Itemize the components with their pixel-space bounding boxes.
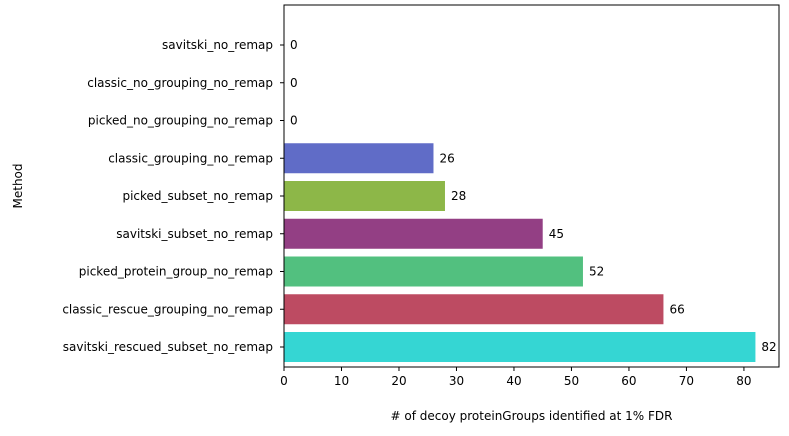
y-tick-label-savitski_rescued_subset_no_remap: savitski_rescued_subset_no_remap [63, 340, 273, 354]
x-axis: 0 10 20 30 40 50 60 70 80 [280, 367, 752, 388]
y-tick-label-picked_protein_group_no_remap: picked_protein_group_no_remap [79, 265, 273, 279]
value-labels: 82 66 52 45 28 26 0 0 0 [290, 38, 777, 354]
x-tick-label: 60 [621, 374, 636, 388]
y-tick-label-classic_no_grouping_no_remap: classic_no_grouping_no_remap [87, 76, 273, 90]
bars-layer [284, 143, 756, 362]
plot-frame [283, 4, 780, 368]
value-label-classic_rescue_grouping_no_remap: 66 [669, 302, 684, 316]
x-tick-label: 50 [564, 374, 579, 388]
x-tick-label: 30 [449, 374, 464, 388]
value-label-picked_subset_no_remap: 28 [451, 189, 466, 203]
x-axis-label: # of decoy proteinGroups identified at 1… [391, 409, 673, 423]
x-tick-label: 10 [334, 374, 349, 388]
value-label-picked_protein_group_no_remap: 52 [589, 265, 604, 279]
bar-classic_rescue_grouping_no_remap [284, 294, 664, 325]
value-label-savitski_rescued_subset_no_remap: 82 [761, 340, 776, 354]
bar-picked_protein_group_no_remap [284, 256, 583, 287]
bar-classic_grouping_no_remap [284, 143, 434, 174]
y-tick-label-savitski_subset_no_remap: savitski_subset_no_remap [116, 227, 273, 241]
y-tick-label-classic_grouping_no_remap: classic_grouping_no_remap [108, 151, 273, 165]
x-tick-label: 80 [736, 374, 751, 388]
value-label-savitski_no_remap: 0 [290, 38, 298, 52]
x-tick-label: 40 [506, 374, 521, 388]
y-axis-label: Method [11, 163, 25, 208]
y-tick-label-classic_rescue_grouping_no_remap: classic_rescue_grouping_no_remap [62, 302, 273, 316]
value-label-picked_no_grouping_no_remap: 0 [290, 114, 298, 128]
value-label-classic_no_grouping_no_remap: 0 [290, 76, 298, 90]
x-tick-label: 0 [280, 374, 288, 388]
x-tick-label: 70 [679, 374, 694, 388]
y-tick-label-picked_no_grouping_no_remap: picked_no_grouping_no_remap [88, 114, 273, 128]
x-tick-label: 20 [391, 374, 406, 388]
y-axis: savitski_rescued_subset_no_remap classic_… [62, 38, 284, 354]
y-tick-label-savitski_no_remap: savitski_no_remap [162, 38, 273, 52]
y-tick-label-picked_subset_no_remap: picked_subset_no_remap [122, 189, 273, 203]
value-label-savitski_subset_no_remap: 45 [549, 227, 564, 241]
bar-savitski_rescued_subset_no_remap [284, 332, 756, 362]
value-label-classic_grouping_no_remap: 26 [439, 151, 454, 165]
bar-savitski_subset_no_remap [284, 218, 543, 249]
bar-picked_subset_no_remap [284, 181, 445, 211]
